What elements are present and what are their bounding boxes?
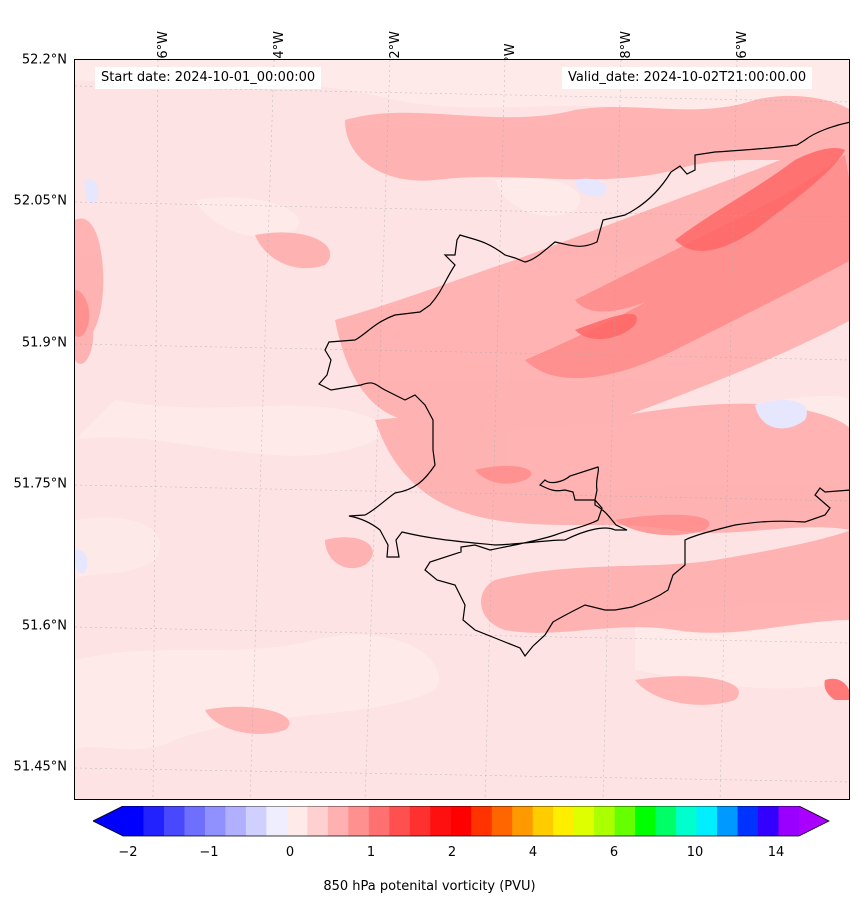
colorbar-cells [123, 806, 800, 836]
colorbar-cell [676, 806, 698, 836]
colorbar-cell [143, 806, 165, 836]
cbar-tick-6: 6 [609, 845, 619, 860]
colorbar-cell [717, 806, 739, 836]
colorbar-cell [430, 806, 452, 836]
lat-label-52.05: 52.05°N [13, 193, 67, 209]
colorbar-under-arrow [93, 806, 123, 836]
lat-label-51.45: 51.45°N [13, 759, 67, 775]
colorbar-cell [491, 806, 513, 836]
lat-label-51.9: 51.9°N [21, 335, 67, 351]
colorbar-cell [696, 806, 718, 836]
colorbar-over-arrow [799, 806, 829, 836]
colorbar-cell [225, 806, 247, 836]
lat-label-51.75: 51.75°N [13, 476, 67, 492]
colorbar-cell [758, 806, 780, 836]
colorbar-cell [594, 806, 616, 836]
colorbar-cell [204, 806, 226, 836]
strongest-bands [575, 148, 849, 700]
colorbar-cell [655, 806, 677, 836]
colorbar-cell [368, 806, 390, 836]
colorbar-cell [245, 806, 267, 836]
colorbar-label: 850 hPa potenital vorticity (PVU) [323, 879, 536, 894]
colorbar-cell [614, 806, 636, 836]
colorbar-cell [450, 806, 472, 836]
lat-label-51.6: 51.6°N [21, 618, 67, 634]
map-panel [74, 59, 850, 800]
cbar-tick-0: 0 [285, 845, 295, 860]
cbar-tick-neg1: −1 [199, 845, 219, 860]
colorbar-cell [635, 806, 657, 836]
colorbar-cell [184, 806, 206, 836]
colorbar-cell [266, 806, 288, 836]
graticule [75, 60, 849, 799]
colorbar-cell [286, 806, 308, 836]
lat-label-52.2: 52.2°N [21, 52, 67, 68]
colorbar-cell [512, 806, 534, 836]
negative-patches [75, 178, 807, 574]
colorbar-cell [389, 806, 411, 836]
cbar-tick-neg2: −2 [118, 845, 138, 860]
pv-field-map [75, 60, 849, 799]
colorbar-outline [93, 806, 830, 837]
colorbar-cell [348, 806, 370, 836]
cbar-tick-10: 10 [686, 845, 704, 860]
colorbar-cell [307, 806, 329, 836]
valid-date-label: Valid_date: 2024-10-02T21:00:00.00 [562, 67, 813, 89]
cbar-tick-4: 4 [528, 845, 538, 860]
coastline [318, 121, 849, 658]
colorbar-cell [327, 806, 349, 836]
colorbar-cell [163, 806, 185, 836]
colorbar-cell [778, 806, 800, 836]
colorbar-cell [471, 806, 493, 836]
colorbar-cell [123, 806, 144, 836]
colorbar [93, 806, 830, 837]
cbar-tick-2: 2 [447, 845, 457, 860]
colorbar-cell [737, 806, 759, 836]
cbar-tick-1: 1 [366, 845, 376, 860]
start-date-label: Start date: 2024-10-01_00:00:00 [95, 67, 322, 89]
colorbar-cell [532, 806, 554, 836]
colorbar-cell [409, 806, 431, 836]
cbar-tick-14: 14 [767, 845, 785, 860]
colorbar-cell [553, 806, 575, 836]
colorbar-cell [573, 806, 595, 836]
